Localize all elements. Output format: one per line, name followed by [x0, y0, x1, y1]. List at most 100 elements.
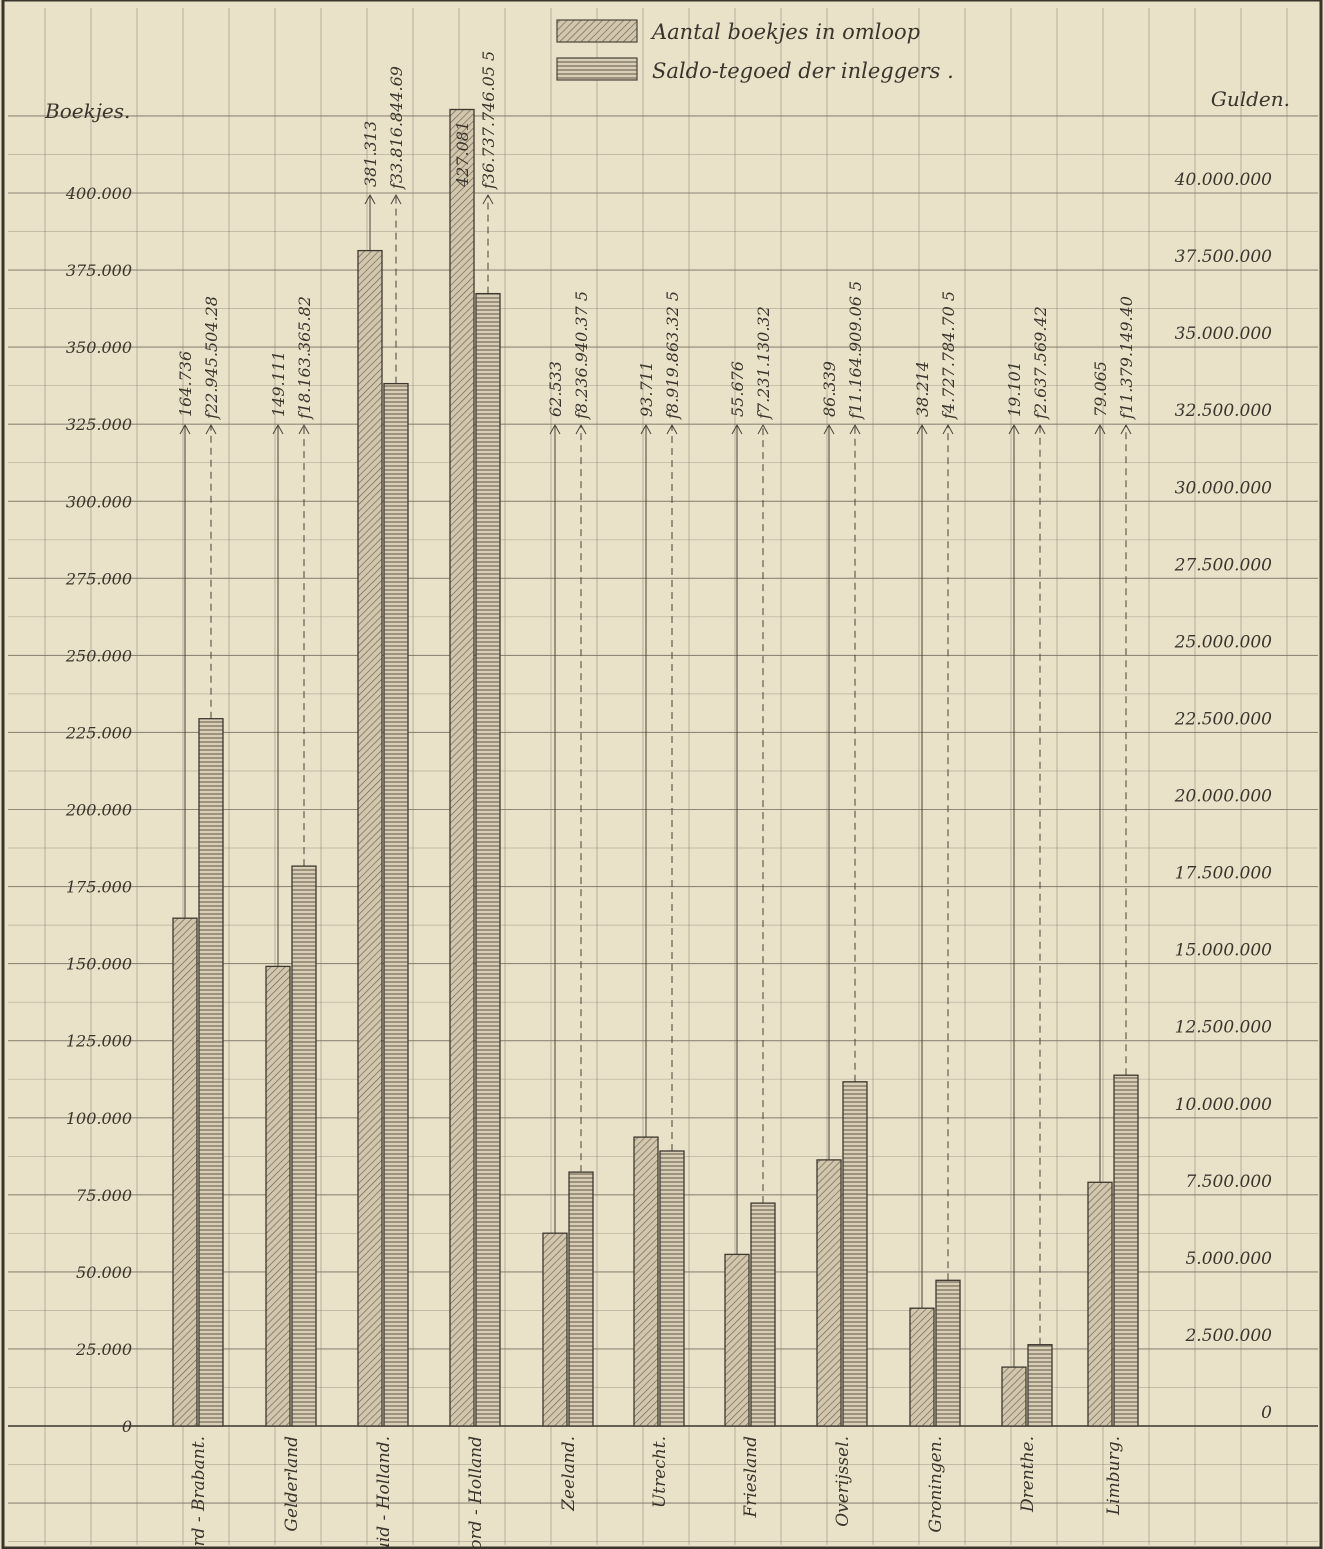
bar-boekjes: [542, 1232, 568, 1427]
right-tick-label: 22.500.000: [1174, 709, 1273, 729]
bars: [172, 108, 1139, 1427]
marker-arrow-boekjes: [1094, 423, 1106, 435]
category-label: Drenthe.: [1018, 1436, 1038, 1513]
marker-arrow-saldo: [390, 193, 402, 205]
left-tick-label: 275.000: [65, 569, 132, 588]
marker-arrow-saldo: [298, 423, 310, 435]
marker-arrow-boekjes: [823, 423, 835, 435]
bar-boekjes: [172, 917, 198, 1427]
value-label-saldo: f18.163.365.82: [295, 296, 314, 420]
value-label-boekjes: 427.081: [453, 121, 472, 188]
value-label-saldo: f36.737.746.05 5: [479, 51, 498, 190]
value-label-boekjes: 93.711: [637, 361, 656, 417]
right-tick-label: 10.000.000: [1175, 1095, 1273, 1115]
category-label: Zeeland.: [559, 1436, 579, 1512]
marker-arrow-boekjes: [731, 423, 743, 435]
left-tick-label: 150.000: [66, 955, 132, 974]
legend-swatch-boekjes: [556, 19, 638, 43]
bar-boekjes: [1087, 1181, 1113, 1427]
value-label-saldo: f2.637.569.42: [1031, 306, 1050, 420]
legend-swatch-saldo: [556, 57, 638, 81]
marker-arrow-saldo: [849, 423, 861, 435]
right-tick-label: 35.000.000: [1175, 324, 1273, 344]
right-tick-label: 7.500.000: [1185, 1172, 1272, 1192]
value-label-boekjes: 79.065: [1091, 361, 1110, 417]
marker-arrow-saldo: [205, 423, 217, 435]
marker-arrow-boekjes: [272, 423, 284, 435]
legend-label-boekjes: Aantal boekjes in omloop: [650, 20, 920, 44]
bar-boekjes: [633, 1136, 659, 1427]
bar-saldo: [475, 292, 501, 1427]
bar-boekjes: [265, 965, 291, 1427]
left-tick-label: 175.000: [66, 878, 132, 897]
value-label-boekjes: 38.214: [913, 361, 932, 417]
marker-arrow-saldo: [482, 193, 494, 205]
left-axis-title: Boekjes.: [44, 99, 130, 123]
bar-saldo: [291, 865, 317, 1427]
marker-arrow-saldo: [666, 423, 678, 435]
value-labels: 164.736 f22.945.504.28 149.111 f18.163.365.…: [176, 51, 1136, 420]
category-labels: Noord - Brabant. Gelderland Zuid - Holland…: [189, 1436, 1124, 1549]
bar-boekjes: [357, 249, 383, 1427]
bar-saldo: [198, 718, 224, 1427]
right-axis-ticks: 0 2.500.000 5.000.000 7.500.000 10.000.000 12…: [1174, 170, 1273, 1423]
left-tick-label: 350.000: [66, 338, 132, 357]
left-tick-label: 75.000: [76, 1186, 132, 1205]
value-label-boekjes: 62.533: [546, 361, 565, 417]
marker-arrow-boekjes: [640, 423, 652, 435]
legend-label-saldo: Saldo-tegoed der inleggers .: [652, 59, 954, 83]
left-tick-label: 325.000: [66, 415, 132, 434]
marker-arrow-saldo: [575, 423, 587, 435]
right-tick-label: 32.500.000: [1175, 401, 1273, 421]
value-label-saldo: f33.816.844.69: [387, 66, 406, 190]
bar-saldo: [659, 1150, 685, 1427]
bar-saldo: [935, 1279, 961, 1427]
bar-boekjes: [909, 1307, 935, 1427]
bar-saldo: [1027, 1344, 1053, 1427]
bar-boekjes: [449, 108, 475, 1427]
legend: Aantal boekjes in omloop Saldo-tegoed de…: [556, 19, 954, 83]
bar-saldo: [1113, 1074, 1139, 1427]
category-label: Noord - Brabant.: [189, 1436, 209, 1549]
right-tick-label: 30.000.000: [1175, 478, 1273, 498]
marker-arrow-boekjes: [916, 423, 928, 435]
right-tick-label: 17.500.000: [1175, 864, 1273, 884]
bar-boekjes: [724, 1253, 750, 1427]
left-tick-label: 250.000: [65, 646, 132, 665]
value-label-boekjes: 381.313: [361, 121, 380, 187]
left-tick-label: 300.000: [66, 492, 132, 511]
marker-arrow-boekjes: [549, 423, 561, 435]
marker-arrow-boekjes: [1008, 423, 1020, 435]
category-label: Utrecht.: [650, 1436, 670, 1508]
left-tick-label: 100.000: [66, 1109, 132, 1128]
category-label: Noord - Holland: [466, 1436, 486, 1549]
right-tick-label: 12.500.000: [1175, 1018, 1273, 1038]
bar-boekjes: [816, 1159, 842, 1427]
right-tick-label: 2.500.000: [1184, 1326, 1272, 1346]
right-tick-label: 0: [1261, 1403, 1272, 1423]
left-axis-ticks: 0 25.000 50.000 75.000 100.000 125.000 150.000…: [65, 184, 132, 1436]
value-label-boekjes: 55.676: [728, 361, 747, 417]
left-tick-label: 50.000: [76, 1263, 132, 1282]
bar-saldo: [383, 382, 409, 1427]
left-tick-label: 225.000: [65, 723, 132, 742]
marker-arrow-boekjes: [364, 193, 376, 251]
marker-arrow-saldo: [1034, 423, 1046, 435]
bar-boekjes: [1001, 1366, 1027, 1427]
bar-saldo: [568, 1171, 594, 1427]
right-tick-label: 27.500.000: [1174, 555, 1273, 575]
value-label-boekjes: 86.339: [820, 361, 839, 417]
value-label-saldo: f7.231.130.32: [754, 306, 773, 420]
category-label: Groningen.: [926, 1436, 946, 1533]
category-label: Limburg.: [1104, 1436, 1124, 1516]
marker-arrow-saldo: [942, 423, 954, 435]
value-label-saldo: f8.236.940.37 5: [572, 291, 591, 420]
category-label: Friesland: [741, 1436, 761, 1519]
left-tick-label: 375.000: [66, 261, 132, 280]
right-tick-label: 20.000.000: [1174, 787, 1273, 807]
category-label: Zuid - Holland.: [374, 1436, 394, 1549]
marker-arrow-boekjes: [179, 423, 191, 435]
value-label-saldo: f8.919.863.32 5: [663, 291, 682, 420]
bar-saldo: [842, 1081, 868, 1427]
